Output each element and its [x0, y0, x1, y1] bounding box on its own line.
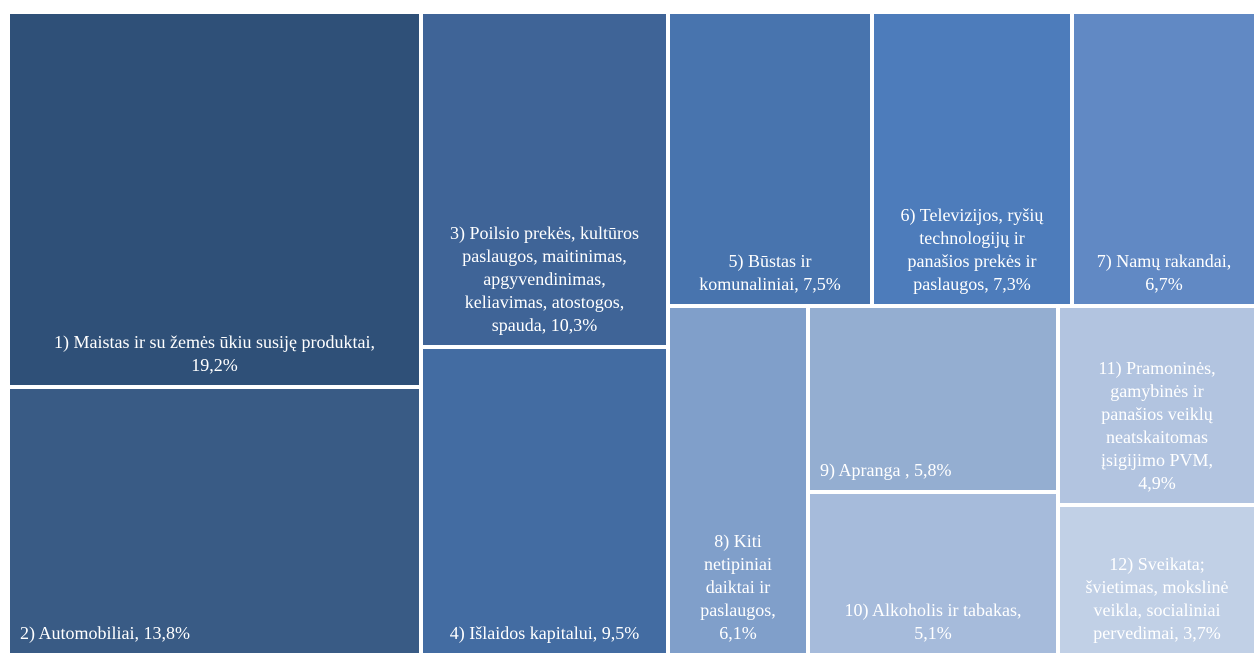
treemap-tile-8: 8) Kiti netipiniai daiktai ir paslaugos,…	[670, 308, 806, 653]
treemap-tile-10: 10) Alkoholis ir tabakas, 5,1%	[810, 494, 1056, 653]
treemap-tile-7: 7) Namų rakandai, 6,7%	[1074, 14, 1254, 304]
treemap-tile-label: 12) Sveikata; švietimas, mokslinė veikla…	[1085, 553, 1229, 643]
treemap-tile-2: 2) Automobiliai, 13,8%	[10, 389, 419, 653]
treemap-tile-label: 6) Televizijos, ryšių technologijų ir pa…	[900, 204, 1044, 294]
treemap-tile-label: 1) Maistas ir su žemės ūkiu susiję produ…	[54, 331, 375, 375]
treemap-tile-9: 9) Apranga , 5,8%	[810, 308, 1056, 490]
treemap-tile-label: 8) Kiti netipiniai daiktai ir paslaugos,…	[700, 530, 776, 643]
treemap-tile-label: 2) Automobiliai, 13,8%	[20, 622, 190, 643]
treemap-tile-label: 10) Alkoholis ir tabakas, 5,1%	[844, 599, 1022, 643]
treemap-tile-label: 4) Išlaidos kapitalui, 9,5%	[449, 622, 640, 643]
treemap-tile-3: 3) Poilsio prekės, kultūros paslaugos, m…	[423, 14, 666, 345]
treemap-tile-5: 5) Būstas ir komunaliniai, 7,5%	[670, 14, 870, 304]
treemap-tile-11: 11) Pramoninės, gamybinės ir panašios ve…	[1060, 308, 1254, 503]
treemap-tile-label: 11) Pramoninės, gamybinės ir panašios ve…	[1098, 357, 1216, 493]
treemap-tile-label: 9) Apranga , 5,8%	[820, 459, 952, 480]
treemap-tile-4: 4) Išlaidos kapitalui, 9,5%	[423, 349, 666, 653]
treemap-tile-6: 6) Televizijos, ryšių technologijų ir pa…	[874, 14, 1070, 304]
treemap-tile-label: 7) Namų rakandai, 6,7%	[1096, 250, 1232, 294]
treemap-tile-label: 3) Poilsio prekės, kultūros paslaugos, m…	[450, 222, 639, 335]
treemap-tile-12: 12) Sveikata; švietimas, mokslinė veikla…	[1060, 507, 1254, 653]
treemap-tile-1: 1) Maistas ir su žemės ūkiu susiję produ…	[10, 14, 419, 385]
treemap-tile-label: 5) Būstas ir komunaliniai, 7,5%	[699, 250, 841, 294]
